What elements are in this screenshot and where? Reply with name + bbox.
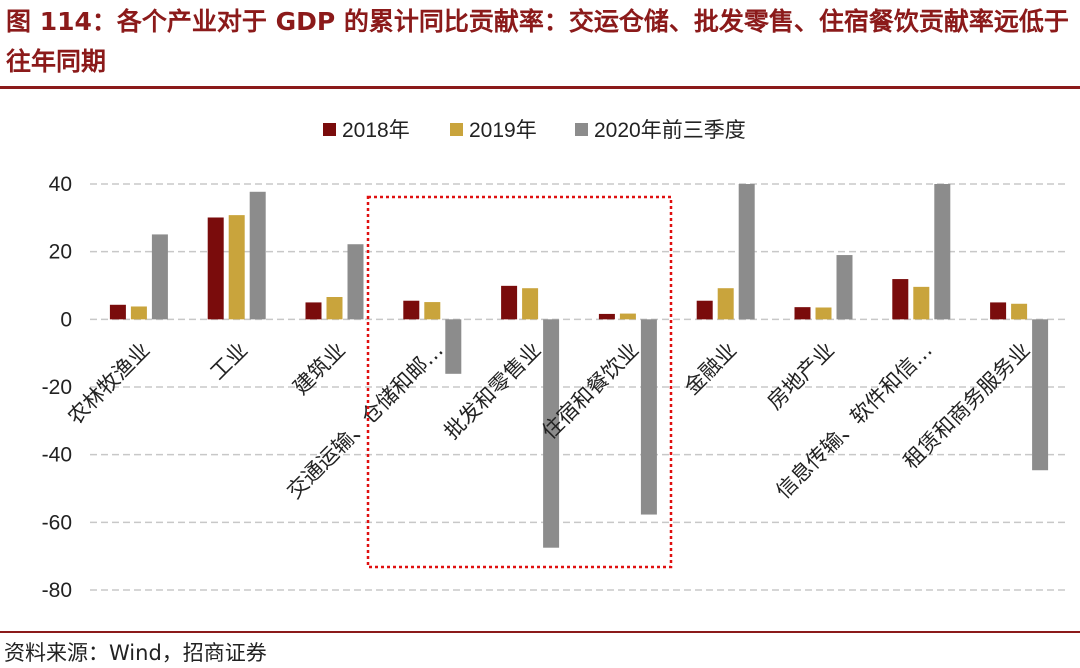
bar: [130, 306, 147, 320]
title-divider: [0, 86, 1080, 89]
source-note: 资料来源：Wind，招商证券: [4, 641, 267, 665]
legend-swatch: [450, 123, 463, 136]
bar: [109, 304, 126, 320]
bar: [445, 319, 462, 374]
y-tick-label: -20: [42, 376, 72, 399]
bar: [522, 288, 539, 320]
bar: [913, 286, 930, 320]
highlight-box: [366, 195, 673, 569]
bars: [109, 184, 1049, 548]
bar: [501, 285, 518, 320]
category-label: 建筑业: [289, 338, 351, 400]
bar: [151, 234, 168, 320]
bar: [598, 313, 615, 320]
bar: [543, 319, 560, 548]
y-tick-label: 40: [49, 173, 72, 196]
footer-divider: [0, 631, 1080, 633]
bar: [815, 307, 832, 320]
bar: [326, 297, 343, 320]
y-axis: 40 20 0 -20 -40 -60 -80: [42, 173, 72, 602]
bar: [249, 191, 266, 320]
legend-swatch: [323, 123, 336, 136]
category-label: 金融业: [680, 338, 742, 400]
bar-chart: 2018年 2019年 2020年前三季度 40 20 0 -20 -40 -60 -80 农林…: [42, 119, 1068, 602]
legend-label: 2020年前三季度: [594, 119, 746, 142]
y-tick-label: -60: [42, 511, 72, 534]
bar: [1032, 319, 1049, 471]
bar: [696, 300, 713, 320]
legend: 2018年 2019年 2020年前三季度: [323, 119, 746, 142]
bar: [207, 217, 224, 320]
legend-label: 2019年: [469, 119, 537, 142]
y-tick-label: 20: [49, 241, 72, 264]
bar: [892, 279, 909, 320]
figure-title: 图 114：各个产业对于 GDP 的累计同比贡献率：交运仓储、批发零售、住宿餐饮…: [6, 7, 1069, 76]
category-label: 农林牧渔业: [63, 338, 154, 429]
y-tick-label: 0: [60, 308, 72, 331]
bar: [934, 184, 951, 320]
bar: [1011, 303, 1028, 320]
y-tick-label: -40: [42, 444, 72, 467]
bar: [738, 184, 755, 320]
bar: [990, 302, 1007, 320]
bar: [640, 319, 657, 515]
bar: [619, 313, 636, 320]
category-label: 房地产业: [763, 338, 839, 414]
bar: [305, 302, 322, 320]
bar: [228, 215, 245, 320]
category-label: 工业: [206, 338, 253, 385]
bar: [836, 255, 853, 320]
bar: [794, 307, 811, 320]
legend-swatch: [575, 123, 588, 136]
bar: [403, 300, 420, 320]
bar: [717, 288, 734, 320]
bar: [424, 302, 441, 320]
legend-label: 2018年: [342, 119, 410, 142]
bar: [347, 244, 364, 320]
y-tick-label: -80: [42, 579, 72, 602]
